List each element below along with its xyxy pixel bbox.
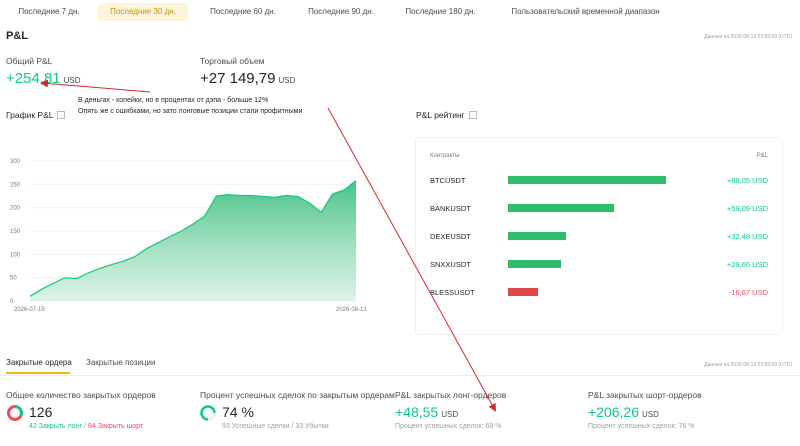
rating-row: DEXEUSDT +32,48 USD xyxy=(416,226,782,246)
tab-30-days[interactable]: Последние 30 дн. xyxy=(98,3,188,21)
contract-name: BANKUSDT xyxy=(430,204,471,213)
total-pnl-label: Общий P&L xyxy=(6,56,53,66)
pnl-chart-title: График P&L xyxy=(6,110,66,120)
pnl-title: P&L xyxy=(6,30,28,42)
pnl-bar xyxy=(508,260,562,268)
volume-unit: USD xyxy=(278,76,296,85)
contract-name: SNXXUSDT xyxy=(430,260,471,269)
pnl-bar xyxy=(508,232,567,240)
short-pnl-label: P&L закрытых шорт-ордеров xyxy=(588,390,702,400)
orders-breakdown: 42 Закрыть лонг / 84 Закрыть шорт xyxy=(29,423,143,430)
y-tick-label: 0 xyxy=(10,299,14,305)
y-tick-label: 300 xyxy=(10,159,21,165)
y-tick-label: 200 xyxy=(10,206,21,212)
closed-orders-label: Общее количество закрытых ордеров xyxy=(6,390,156,400)
total-pnl-unit: USD xyxy=(63,76,81,85)
tab-180-days[interactable]: Последние 180 дн. xyxy=(405,7,476,16)
annotation-line-2: Опять же с ошибками, но зато лонговые по… xyxy=(78,108,303,115)
annotation-line-1: В деньгах - копейки, но в процентах от д… xyxy=(78,97,269,104)
tab-closed-orders[interactable]: Закрытые ордера xyxy=(6,358,72,367)
pnl-rating-title: P&L рейтинг xyxy=(416,110,477,120)
rating-row: BTCUSDT +88,05 USD xyxy=(416,170,782,190)
y-tick-label: 100 xyxy=(10,252,21,258)
pnl-bar xyxy=(508,176,666,184)
contract-pnl: +29,66 USD xyxy=(726,260,768,269)
short-pnl-value: +206,26 xyxy=(588,404,639,420)
pnl-rating-card: Контракты P&L BTCUSDT +88,05 USD BANKUSDT +… xyxy=(415,137,783,335)
tab-custom-range[interactable]: Пользовательский временной диапазон xyxy=(511,7,660,16)
short-success-rate: Процент успешных сделок: 76 % xyxy=(588,423,695,430)
y-axis-ticks: 0 50 100 150 200 250 300 xyxy=(10,159,21,305)
rating-row: SNXXUSDT +29,66 USD xyxy=(416,254,782,274)
external-link-icon[interactable] xyxy=(468,110,477,119)
short-pnl-unit: USD xyxy=(642,410,659,419)
bottom-timestamp: Данные на 2026-08-13 23:59:59 (UTC) xyxy=(704,362,792,368)
short-pnl: +206,26 USD xyxy=(588,404,659,422)
y-tick-label: 50 xyxy=(10,276,17,282)
pnl-bar xyxy=(508,204,615,212)
x-tick-label: 2026-07-15 xyxy=(14,307,45,313)
long-pnl-value: +48,55 xyxy=(395,404,439,420)
orders-donut-icon xyxy=(7,405,23,421)
pnl-area xyxy=(30,180,356,301)
orders-separator: / xyxy=(84,423,87,430)
tab-60-days[interactable]: Последние 60 дн. xyxy=(210,7,276,16)
volume-label: Торговый объем xyxy=(200,56,265,66)
tab-closed-positions[interactable]: Закрытые позиции xyxy=(86,358,156,367)
long-pnl: +48,55 USD xyxy=(395,404,458,422)
pnl-area-chart: 0 50 100 150 200 250 300 2026-07-15 2026-08-13 xyxy=(10,159,367,313)
success-breakdown: 93 Успешные сделки / 33 Убытки xyxy=(222,423,329,430)
volume: +27 149,79 USD xyxy=(200,70,295,88)
pnl-bar xyxy=(508,288,538,296)
external-link-icon[interactable] xyxy=(57,110,66,119)
period-tabs: Последние 7 дн. Последние 30 дн. Последн… xyxy=(0,0,800,24)
contract-pnl: +59,09 USD xyxy=(726,204,768,213)
volume-value: +27 149,79 xyxy=(200,70,276,87)
pnl-column-header: P&L xyxy=(756,153,768,159)
rating-row: BANKUSDT +59,09 USD xyxy=(416,198,782,218)
pnl-line xyxy=(29,180,357,297)
total-pnl: +254,81 USD xyxy=(6,70,81,88)
active-tab-underline xyxy=(6,372,70,374)
x-tick-label: 2026-08-13 xyxy=(336,307,367,313)
contract-pnl: -16,67 USD xyxy=(728,288,768,297)
success-rate-value: 74 % xyxy=(222,404,254,420)
y-tick-label: 250 xyxy=(10,182,21,188)
contracts-column-header: Контракты xyxy=(430,153,460,159)
orders-short: 84 Закрыть шорт xyxy=(87,423,144,430)
long-pnl-label: P&L закрытых лонг-ордеров xyxy=(395,390,507,400)
tab-90-days[interactable]: Последние 90 дн. xyxy=(308,7,374,16)
contract-pnl: +32,48 USD xyxy=(726,232,768,241)
success-gauge-icon xyxy=(200,405,216,421)
contract-pnl: +88,05 USD xyxy=(726,176,768,185)
closed-orders-value: 126 xyxy=(29,404,53,420)
long-success-rate: Процент успешных сделок: 69 % xyxy=(395,423,502,430)
divider xyxy=(0,375,800,376)
rating-row: BLESSUSDT -16,67 USD xyxy=(416,282,782,302)
contract-name: DEXEUSDT xyxy=(430,232,471,241)
contract-name: BTCUSDT xyxy=(430,176,466,185)
contract-name: BLESSUSDT xyxy=(430,288,475,297)
orders-long: 42 Закрыть лонг xyxy=(29,423,83,430)
total-pnl-value: +254,81 xyxy=(6,70,61,87)
tab-7-days[interactable]: Последние 7 дн. xyxy=(18,7,80,16)
success-rate-label: Процент успешных сделок по закрытым орде… xyxy=(200,390,395,400)
y-tick-label: 150 xyxy=(10,229,21,235)
pnl-timestamp: Данные на 2026-08-13 23:59:59 (UTC) xyxy=(704,34,792,40)
annotation-note: В деньгах - копейки, но в процентах от д… xyxy=(78,95,302,117)
long-pnl-unit: USD xyxy=(441,410,459,419)
